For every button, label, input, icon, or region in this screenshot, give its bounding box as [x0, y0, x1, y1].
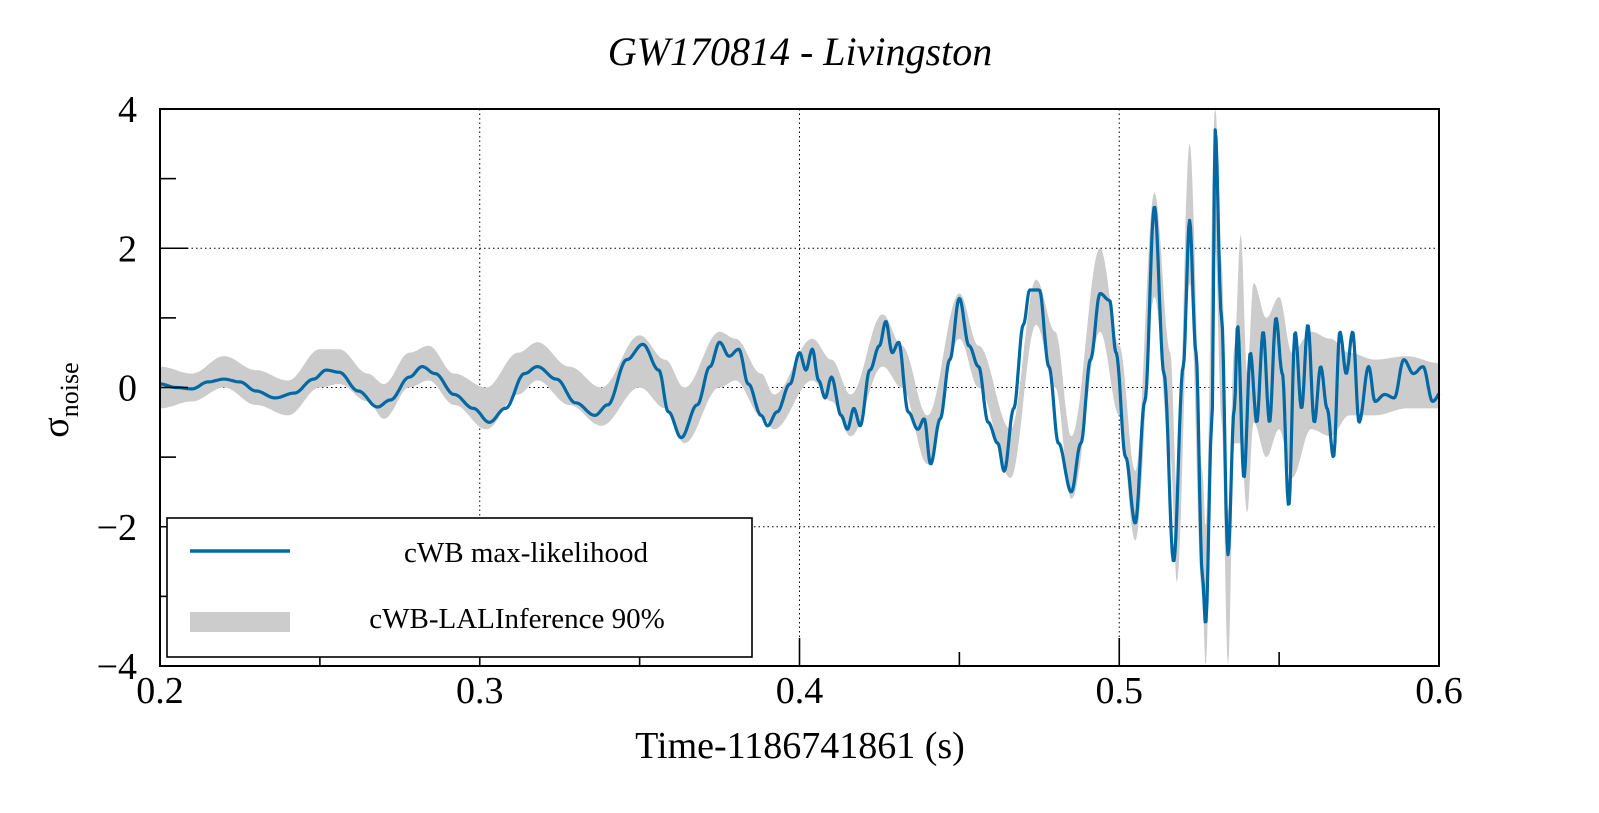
y-tick-label: −4	[97, 646, 137, 688]
y-tick-label: 4	[118, 89, 137, 131]
legend: cWB max-likelihood cWB-LALInference 90%	[166, 517, 753, 658]
x-tick-label: 0.4	[776, 670, 824, 712]
y-tick-label: 0	[118, 368, 137, 410]
y-tick-label: −2	[97, 507, 137, 549]
x-tick-label: 0.2	[136, 670, 184, 712]
y-axis-label-main: σ	[35, 417, 77, 437]
plot-frame	[159, 108, 1440, 667]
x-tick-label: 0.3	[456, 670, 504, 712]
x-axis-label: Time-1186741861 (s)	[635, 725, 965, 767]
y-tick-labels: −4 −2 0 2 4	[97, 89, 137, 688]
legend-swatch-band	[190, 612, 290, 632]
max-likelihood-line	[159, 128, 1441, 624]
legend-label-band: cWB-LALInference 90%	[369, 603, 664, 635]
confidence-band	[160, 109, 1439, 666]
svg-text:σnoise: σnoise	[35, 362, 84, 437]
legend-box	[166, 517, 753, 658]
legend-label-line: cWB max-likelihood	[404, 537, 649, 569]
x-tick-labels: 0.2 0.3 0.4 0.5 0.6	[136, 670, 1463, 712]
chart-title: GW170814 - Livingston	[608, 29, 992, 74]
y-axis-label-sub: noise	[55, 362, 84, 417]
x-tick-label: 0.5	[1096, 670, 1144, 712]
y-axis-label: σnoise	[35, 362, 84, 437]
y-tick-label: 2	[118, 228, 137, 270]
x-tick-label: 0.6	[1415, 670, 1463, 712]
